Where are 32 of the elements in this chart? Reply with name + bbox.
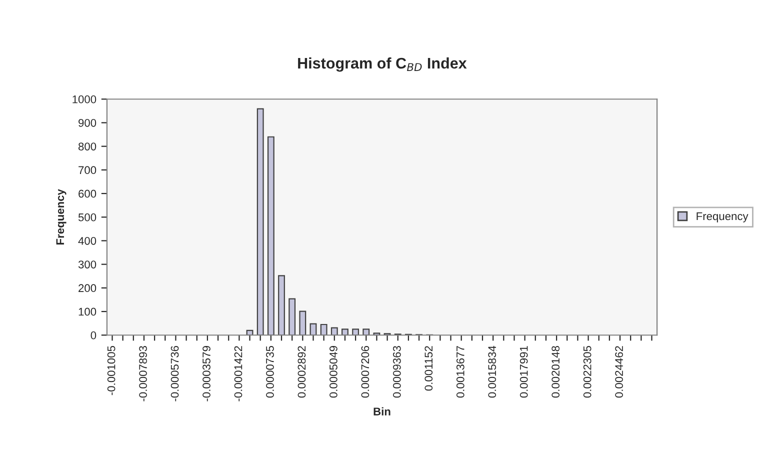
x-tick-label: -0.0007893 (139, 346, 147, 402)
x-tick-label: 0.001152 (424, 346, 433, 391)
x-tick-label: 0.0005049 (330, 346, 338, 398)
x-tick-label: 0.0022305 (583, 346, 592, 398)
x-tick-label: -0.001005 (107, 346, 116, 396)
y-tick-label: 700 (78, 166, 96, 174)
y-tick-label: 500 (78, 213, 96, 222)
y-tick-label: 200 (78, 284, 96, 292)
x-tick-label: 0.0007206 (361, 346, 370, 398)
y-tick-label: 600 (78, 190, 96, 198)
legend-label: Frequency (696, 212, 748, 222)
x-tick-label: -0.0003579 (202, 346, 210, 402)
x-tick-label: -0.0005736 (170, 346, 179, 402)
y-tick-label: 300 (78, 260, 96, 268)
x-tick-label: 0.0013677 (456, 346, 464, 398)
x-tick-label: 0.0024462 (615, 346, 623, 398)
x-tick-label: 0.0017991 (520, 346, 528, 398)
x-tick-label: -0.0001422 (234, 346, 242, 402)
x-tick-label: 0.0009363 (392, 346, 401, 398)
x-tick-label: 0.0002892 (298, 346, 306, 398)
y-tick-label: 900 (78, 118, 96, 127)
x-tick-label: 0.0015834 (488, 346, 496, 398)
y-tick-label: 800 (78, 142, 96, 150)
y-tick-label: 100 (78, 308, 96, 316)
chart-title: Histogram of C$_{BD}$ Index (298, 57, 467, 72)
x-tick-label: 0.0000735 (266, 346, 274, 398)
x-tick-label: 0.0020148 (552, 346, 560, 398)
y-tick-label: 400 (78, 236, 96, 245)
x-axis-title: Bin (374, 407, 390, 416)
y-tick-label: 0 (90, 331, 96, 340)
y-tick-label: 1000 (72, 95, 96, 104)
y-axis-title: Frequency (56, 189, 66, 244)
